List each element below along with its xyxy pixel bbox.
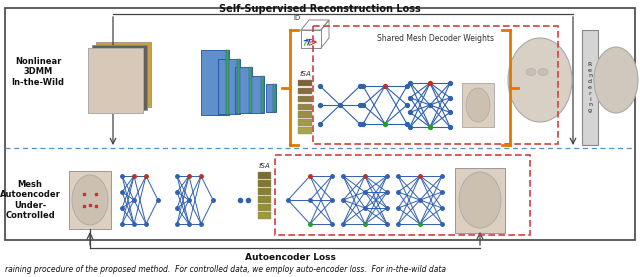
- Bar: [275, 155, 530, 235]
- Bar: [273, 84, 276, 112]
- Ellipse shape: [526, 68, 536, 76]
- Bar: [251, 76, 264, 113]
- Bar: [258, 180, 271, 186]
- Bar: [96, 42, 151, 107]
- Bar: [92, 45, 147, 110]
- Bar: [88, 48, 143, 113]
- Bar: [226, 50, 229, 115]
- Text: Autoencoder Loss: Autoencoder Loss: [244, 253, 335, 261]
- Bar: [249, 67, 252, 113]
- Text: Shared Mesh Decoder Weights: Shared Mesh Decoder Weights: [377, 34, 494, 43]
- Bar: [298, 88, 312, 94]
- Text: R
e
n
d
e
r
i
n
g: R e n d e r i n g: [588, 62, 592, 113]
- Bar: [298, 119, 312, 126]
- Bar: [266, 84, 276, 112]
- Bar: [235, 67, 252, 113]
- Bar: [258, 196, 271, 202]
- Bar: [298, 111, 312, 118]
- Bar: [5, 8, 635, 240]
- Bar: [455, 168, 505, 233]
- Text: Self-Supervised Reconstruction Loss: Self-Supervised Reconstruction Loss: [219, 4, 421, 14]
- Ellipse shape: [594, 47, 638, 113]
- Ellipse shape: [72, 175, 108, 225]
- Ellipse shape: [459, 172, 501, 228]
- Bar: [69, 171, 111, 229]
- Bar: [313, 26, 558, 144]
- Ellipse shape: [466, 88, 490, 122]
- Text: fSA: fSA: [259, 163, 270, 169]
- Text: Nonlinear
3DMM
In-the-Wild: Nonlinear 3DMM In-the-Wild: [12, 57, 65, 87]
- Ellipse shape: [538, 68, 548, 76]
- Bar: [261, 76, 264, 113]
- Bar: [258, 188, 271, 194]
- Bar: [462, 83, 494, 127]
- Text: ID: ID: [293, 15, 301, 21]
- Bar: [298, 127, 312, 134]
- Bar: [88, 48, 143, 113]
- Bar: [298, 96, 312, 102]
- Bar: [258, 172, 271, 178]
- Bar: [258, 212, 271, 219]
- Bar: [258, 204, 271, 211]
- Bar: [582, 30, 598, 145]
- Text: fSA: fSA: [299, 71, 311, 77]
- Text: Mesh
Autoencoder
Under-
Controlled: Mesh Autoencoder Under- Controlled: [0, 180, 60, 220]
- Bar: [201, 50, 229, 115]
- Bar: [298, 80, 312, 86]
- Text: raining procedure of the proposed method.  For controlled data, we employ auto-e: raining procedure of the proposed method…: [5, 265, 446, 275]
- Ellipse shape: [508, 38, 572, 122]
- Bar: [298, 104, 312, 110]
- Bar: [237, 59, 240, 114]
- Bar: [218, 59, 240, 114]
